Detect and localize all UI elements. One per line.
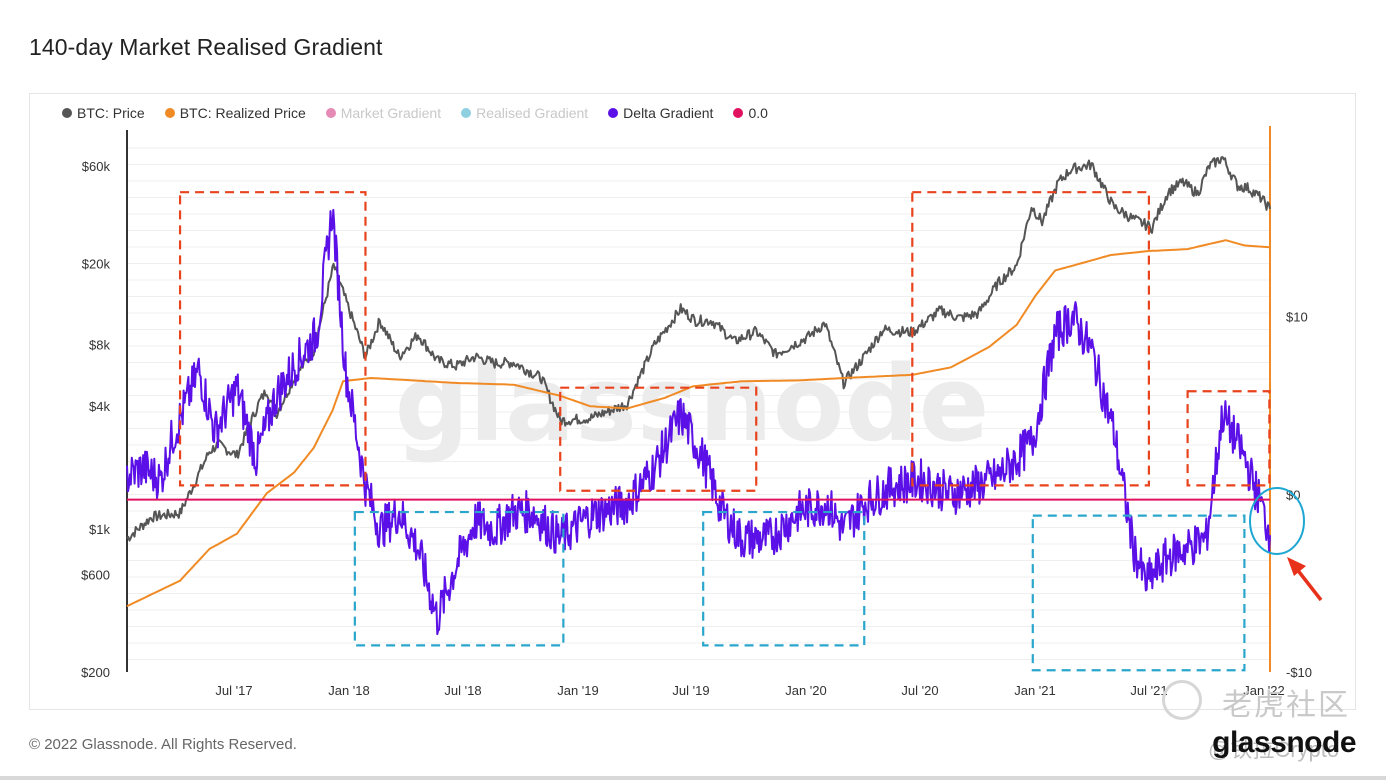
dashed-highlight-box (911, 191, 1150, 487)
brand-logo: glassnode (1212, 726, 1356, 759)
legend-swatch (62, 108, 72, 118)
y-left-tick-label: $8k (89, 338, 110, 353)
dashed-highlight-box (178, 191, 367, 487)
x-tick-label: Jan '18 (328, 683, 370, 698)
x-tick-label: Jul '20 (901, 683, 938, 698)
legend-label: Realised Gradient (476, 105, 589, 121)
y-left-tick-label: $600 (81, 568, 110, 583)
x-tick-label: Jan '19 (557, 683, 599, 698)
y-left-tick-label: $20k (82, 256, 111, 271)
y-left-tick-label: $200 (81, 665, 110, 680)
legend-label: Market Gradient (340, 105, 442, 121)
y-right-tick-label: $10 (1286, 310, 1308, 325)
legend-swatch (164, 108, 175, 118)
annotation-arrow (1294, 566, 1323, 602)
bottom-rule (0, 776, 1386, 780)
y-left-tick-label: $1k (89, 522, 110, 537)
legend-item[interactable]: BTC: Realized Price (164, 105, 306, 121)
legend-label: BTC: Realized Price (179, 105, 306, 121)
x-tick-label: Jul '17 (215, 683, 252, 698)
dashed-highlight-box (702, 510, 866, 647)
legend-swatch (325, 108, 336, 118)
series-line-btc-realized-price (126, 239, 1271, 608)
legend-label: 0.0 (748, 105, 768, 121)
legend-swatch (461, 108, 472, 118)
legend-label: BTC: Price (77, 105, 145, 121)
legend-item[interactable]: Market Gradient (325, 105, 442, 121)
y-left-tick-label: $4k (89, 399, 110, 414)
annotation-arrowhead (1287, 557, 1306, 576)
dashed-highlight-box (559, 386, 758, 492)
copyright: © 2022 Glassnode. All Rights Reserved. (29, 736, 297, 753)
x-tick-label: Jan '20 (785, 683, 827, 698)
legend-item[interactable]: Delta Gradient (608, 105, 713, 121)
dashed-highlight-box (1186, 390, 1271, 487)
highlight-circle (1249, 486, 1305, 555)
series-line-delta-gradient (126, 208, 1271, 636)
x-tick-label: Jul '19 (672, 683, 709, 698)
legend-item[interactable]: Realised Gradient (461, 105, 588, 121)
page-title: 140-day Market Realised Gradient (29, 34, 383, 60)
legend-item[interactable]: 0.0 (733, 105, 768, 121)
legend-swatch (733, 108, 744, 118)
chart-frame (29, 93, 1356, 710)
chart-legend: BTC: Price BTC: Realized Price Market Grad… (62, 105, 788, 121)
y-left-tick-label: $60k (82, 159, 111, 174)
x-tick-label: Jan '21 (1014, 683, 1056, 698)
x-tick-label: Jul '18 (444, 683, 481, 698)
x-tick-label: Jan '22 (1243, 683, 1285, 698)
tiger-logo-icon (1162, 680, 1202, 720)
x-tick-label: Jul '21 (1130, 683, 1167, 698)
legend-swatch (608, 108, 619, 118)
watermark-sub: @铁拉Crypto (1208, 737, 1340, 762)
gridlines (127, 147, 1270, 660)
dashed-highlight-box (1031, 514, 1246, 672)
watermark-cn: 老虎社区 (1222, 689, 1350, 722)
dashed-highlight-box (353, 510, 565, 647)
legend-label: Delta Gradient (623, 105, 714, 121)
legend-item[interactable]: BTC: Price (62, 105, 145, 121)
y-right-tick-label: -$10 (1286, 665, 1312, 680)
